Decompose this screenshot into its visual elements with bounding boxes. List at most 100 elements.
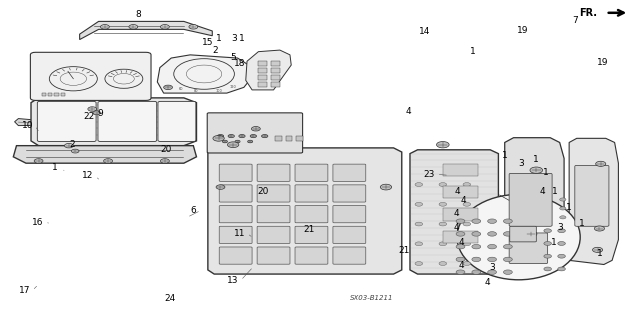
Circle shape xyxy=(439,242,447,246)
Text: 24: 24 xyxy=(165,294,175,303)
Text: 80: 80 xyxy=(194,89,199,93)
Circle shape xyxy=(592,247,603,252)
Circle shape xyxy=(65,143,73,148)
Text: 1: 1 xyxy=(596,250,603,259)
Circle shape xyxy=(503,270,512,274)
Text: 2: 2 xyxy=(213,45,218,55)
Circle shape xyxy=(456,257,465,262)
Circle shape xyxy=(456,219,465,223)
Text: 17: 17 xyxy=(19,286,30,295)
Bar xyxy=(42,93,46,96)
Text: 22: 22 xyxy=(84,113,95,122)
Circle shape xyxy=(472,257,480,262)
Circle shape xyxy=(235,140,240,143)
Circle shape xyxy=(189,25,197,29)
Text: 20: 20 xyxy=(257,187,268,196)
Circle shape xyxy=(544,267,551,271)
FancyBboxPatch shape xyxy=(219,205,252,223)
Text: 4: 4 xyxy=(484,278,490,287)
Text: 19: 19 xyxy=(597,58,608,67)
Text: 1: 1 xyxy=(567,203,572,212)
Text: 3: 3 xyxy=(558,223,563,232)
Circle shape xyxy=(456,270,465,274)
Circle shape xyxy=(456,244,465,249)
Text: 4: 4 xyxy=(459,261,465,270)
Circle shape xyxy=(463,262,470,266)
Text: 100: 100 xyxy=(215,89,222,92)
FancyBboxPatch shape xyxy=(295,205,328,223)
Circle shape xyxy=(487,270,496,274)
Polygon shape xyxy=(569,138,618,265)
Text: 3: 3 xyxy=(518,159,524,168)
FancyBboxPatch shape xyxy=(98,101,157,141)
Circle shape xyxy=(544,229,551,233)
FancyBboxPatch shape xyxy=(257,247,290,264)
FancyBboxPatch shape xyxy=(295,247,328,264)
Bar xyxy=(443,231,477,243)
FancyBboxPatch shape xyxy=(257,164,290,181)
Polygon shape xyxy=(13,146,196,163)
Text: 5: 5 xyxy=(230,53,236,62)
Circle shape xyxy=(487,244,496,249)
Circle shape xyxy=(487,257,496,262)
Text: 10: 10 xyxy=(22,121,33,130)
FancyBboxPatch shape xyxy=(257,185,290,202)
Circle shape xyxy=(503,219,512,223)
Text: 21: 21 xyxy=(303,225,315,234)
Polygon shape xyxy=(410,150,498,274)
Circle shape xyxy=(487,232,496,236)
Circle shape xyxy=(544,254,551,258)
Circle shape xyxy=(261,134,268,138)
Bar xyxy=(296,136,303,141)
FancyBboxPatch shape xyxy=(509,173,552,226)
FancyBboxPatch shape xyxy=(333,205,366,223)
Text: 1: 1 xyxy=(543,168,549,177)
Circle shape xyxy=(415,222,423,226)
Text: 6: 6 xyxy=(191,206,196,215)
Text: 14: 14 xyxy=(420,28,431,36)
Circle shape xyxy=(472,219,480,223)
Text: 11: 11 xyxy=(234,229,245,238)
Text: 19: 19 xyxy=(517,27,528,36)
FancyBboxPatch shape xyxy=(219,164,252,181)
Bar xyxy=(443,208,477,220)
Text: 23: 23 xyxy=(423,170,435,179)
FancyBboxPatch shape xyxy=(37,101,96,141)
FancyBboxPatch shape xyxy=(295,226,328,244)
Circle shape xyxy=(239,134,245,138)
Bar xyxy=(54,93,59,96)
FancyBboxPatch shape xyxy=(295,164,328,181)
Circle shape xyxy=(558,254,565,258)
Circle shape xyxy=(487,219,496,223)
Circle shape xyxy=(503,244,512,249)
Circle shape xyxy=(88,107,97,111)
Polygon shape xyxy=(31,98,196,146)
Bar xyxy=(271,82,280,87)
Circle shape xyxy=(228,134,234,138)
Circle shape xyxy=(472,244,480,249)
FancyBboxPatch shape xyxy=(509,233,548,264)
Text: 4: 4 xyxy=(459,238,465,247)
Bar xyxy=(271,68,280,73)
Circle shape xyxy=(439,183,447,187)
Polygon shape xyxy=(158,55,252,93)
Text: 1: 1 xyxy=(551,238,557,247)
Text: FR.: FR. xyxy=(580,8,598,18)
Circle shape xyxy=(161,25,170,29)
Circle shape xyxy=(463,222,470,226)
Circle shape xyxy=(560,207,566,210)
FancyBboxPatch shape xyxy=(219,247,252,264)
Circle shape xyxy=(251,126,260,131)
Circle shape xyxy=(34,159,43,163)
Text: 4: 4 xyxy=(454,187,460,196)
Text: 120: 120 xyxy=(230,85,237,89)
Text: 9: 9 xyxy=(97,109,103,118)
Text: 4: 4 xyxy=(454,209,460,218)
Circle shape xyxy=(227,142,239,148)
Circle shape xyxy=(415,183,423,187)
Text: 1: 1 xyxy=(579,219,585,228)
FancyBboxPatch shape xyxy=(207,113,303,153)
FancyBboxPatch shape xyxy=(333,226,366,244)
Circle shape xyxy=(222,140,227,143)
Text: 3: 3 xyxy=(489,263,495,272)
